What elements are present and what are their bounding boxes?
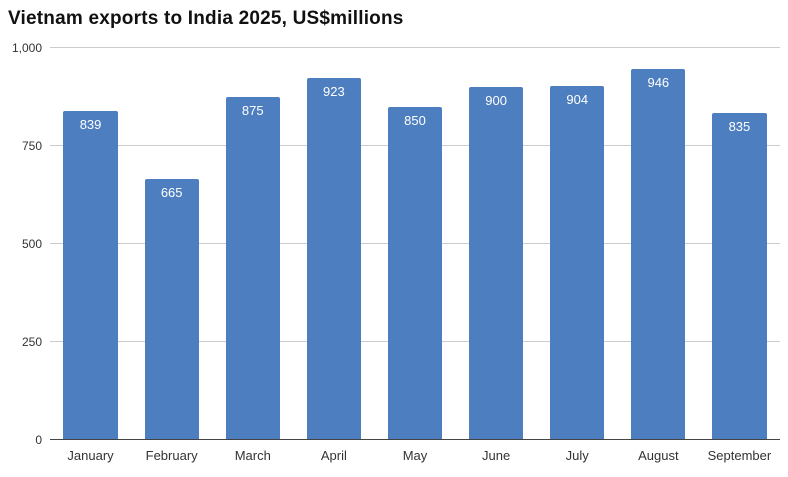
bar-value-label: 839 <box>79 117 102 133</box>
x-tick-label-march: March <box>234 448 271 463</box>
bar-column-april: 923 <box>293 48 374 440</box>
bar-march: 875 <box>225 97 280 440</box>
x-axis-baseline <box>50 439 780 440</box>
x-tick-label-february: February <box>145 448 198 463</box>
y-tick-label: 500 <box>21 237 42 251</box>
bar-july: 904 <box>550 85 605 440</box>
x-tick-label-april: April <box>320 448 347 463</box>
bar-april: 923 <box>306 78 362 440</box>
x-tick-label-august: August <box>638 448 679 463</box>
gridline <box>50 47 780 48</box>
bar-column-june: 900 <box>456 48 537 440</box>
y-tick-label: 750 <box>21 139 42 153</box>
bar-column-august: 946 <box>618 48 699 440</box>
x-tick-label-january: January <box>67 448 114 463</box>
bar-column-july: 904 <box>537 48 618 440</box>
bars-group: 839 665 875 923 850 900 904 946 835 <box>50 48 780 440</box>
bar-value-label: 835 <box>728 118 751 134</box>
bar-august: 946 <box>631 69 686 440</box>
bar-value-label: 850 <box>404 112 426 128</box>
x-tick-label-july: July <box>565 448 589 463</box>
bar-column-march: 875 <box>212 48 293 440</box>
x-tick-label-june: June <box>482 448 511 463</box>
bar-september: 835 <box>712 112 767 440</box>
bar-value-label: 923 <box>323 84 345 100</box>
y-tick-label: 1,000 <box>11 41 42 55</box>
bar-value-label: 904 <box>566 91 589 107</box>
bar-february: 665 <box>144 179 199 440</box>
x-axis: January February March April May June July Augu… <box>50 440 780 463</box>
x-tick-label-may: May <box>402 448 428 463</box>
bar-column-february: 665 <box>131 48 212 440</box>
y-tick-label: 250 <box>21 335 42 349</box>
bar-value-label: 900 <box>485 93 507 109</box>
y-axis: 0 250 500 750 1,000 <box>0 41 50 447</box>
y-tick-label: 0 <box>35 433 42 447</box>
bar-value-label: 875 <box>241 103 264 118</box>
bar-column-january: 839 <box>50 48 131 440</box>
plot-region: 0 250 500 750 1,000 839 665 875 923 850 900 904 946… <box>0 41 788 447</box>
bar-value-label: 946 <box>647 75 670 91</box>
chart-title: Vietnam exports to India 2025, US$millio… <box>8 8 404 29</box>
bar-column-september: 835 <box>699 48 780 440</box>
bar-value-label: 665 <box>160 185 183 201</box>
x-tick-label-september: September <box>707 448 772 463</box>
bar-january: 839 <box>63 111 118 440</box>
bar-column-may: 850 <box>374 48 455 440</box>
bar-june: 900 <box>468 87 524 440</box>
bar-may: 850 <box>387 106 443 440</box>
plot-area: 839 665 875 923 850 900 904 946 835 <box>50 47 780 440</box>
